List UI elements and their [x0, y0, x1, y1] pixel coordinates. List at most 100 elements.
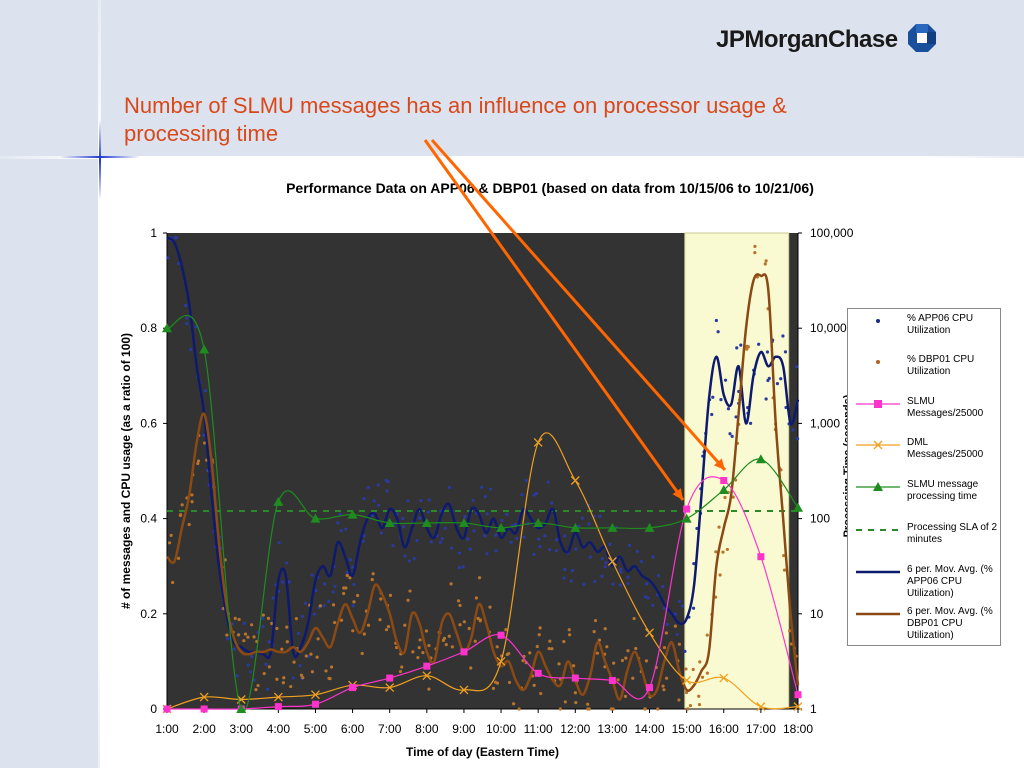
x-tick-label: 4:00: [267, 722, 291, 736]
dbp01-scatter-point: [764, 259, 768, 263]
dbp01-scatter-point: [299, 673, 304, 677]
app06-scatter-point: [384, 478, 388, 483]
dml-point: [385, 683, 395, 693]
app06-scatter-point: [726, 407, 731, 411]
app06-scatter-point: [796, 437, 800, 441]
dml-point: [719, 673, 729, 683]
app06-scatter-point: [600, 557, 604, 561]
dbp01-scatter-point: [456, 599, 461, 603]
dbp01-scatter-point: [507, 680, 512, 685]
app06-scatter-point: [603, 565, 607, 569]
x-tick-label: 11:00: [524, 722, 553, 736]
processing-time-point: [718, 484, 729, 494]
dbp01-scatter-point: [282, 676, 286, 680]
y-tick-label: 0.2: [140, 607, 157, 621]
slmu-point: [200, 705, 208, 713]
dbp01-scatter-point: [318, 604, 322, 608]
dbp01-scatter-point: [643, 707, 647, 711]
app06-scatter-point: [249, 670, 253, 674]
top-band: [0, 0, 1024, 158]
processing-time-point: [458, 517, 469, 527]
dbp01-scatter-point: [574, 701, 578, 705]
app06-scatter-point: [483, 534, 487, 538]
dbp01-scatter-point: [339, 618, 344, 622]
dbp01-scatter-point: [262, 671, 266, 676]
sla-window-highlight: [684, 232, 790, 710]
app06-scatter-point: [242, 621, 247, 626]
app06-scatter-point: [177, 261, 181, 265]
app06-scatter-point: [183, 303, 188, 308]
app06-scatter-point: [348, 558, 353, 562]
app06-scatter-point: [791, 428, 795, 432]
app06-scatter-point: [277, 541, 281, 545]
dbp01-scatter-point: [196, 461, 200, 466]
dbp01-scatter-point: [250, 623, 254, 627]
dbp01-scatter-point: [539, 691, 543, 696]
app06-scatter-point: [580, 516, 585, 520]
app06-scatter-point: [352, 582, 356, 587]
dbp01-scatter-point: [309, 652, 313, 656]
dbp01-scatter-point: [442, 636, 447, 640]
app06-scatter-point: [505, 512, 509, 516]
x-tick-label: 15:00: [672, 722, 702, 736]
dbp01-scatter-point: [745, 347, 749, 351]
y-tick-label: 0.4: [140, 512, 157, 526]
app06-scatter-point: [683, 649, 687, 653]
dbp01-scatter-point: [603, 627, 607, 631]
dml-point: [459, 685, 469, 695]
dbp01-scatter-point: [558, 707, 562, 711]
dml-point: [607, 556, 617, 566]
processing-time-point: [755, 454, 766, 464]
processing-time-point: [570, 522, 581, 532]
dml-point: [422, 671, 432, 681]
dbp01-scatter-point: [236, 633, 241, 637]
app06-scatter-point: [327, 599, 331, 603]
app06-scatter-point: [494, 549, 498, 553]
dml-point: [682, 675, 692, 685]
dbp01-scatter-point: [698, 660, 702, 664]
decor-cross-vertical: [99, 120, 101, 200]
octagon-logo-icon: [906, 22, 938, 59]
x-tick-label: 1:00: [155, 722, 179, 736]
dbp01-scatter-point: [504, 628, 508, 632]
dbp01-scatter-point: [458, 623, 462, 627]
x-tick-label: 6:00: [341, 722, 365, 736]
app06-scatter-point: [323, 582, 327, 586]
processing-time-point: [793, 502, 803, 512]
app06-scatter-point: [351, 565, 355, 569]
x-tick-label: 5:00: [304, 722, 328, 736]
app06-scatter-point: [714, 318, 718, 323]
legend-label: SLMU Messages/25000: [907, 396, 984, 419]
dbp01-scatter-point: [644, 659, 649, 663]
legend-swatch: [854, 481, 902, 493]
dbp01-scatter-point: [356, 593, 360, 598]
app06-scatter-point: [314, 588, 318, 593]
dbp01-scatter-point: [714, 550, 718, 554]
processing-time-point: [496, 522, 507, 532]
app06-scatter-point: [440, 537, 444, 541]
dbp01-scatter-point: [662, 646, 667, 650]
app06-scatter-point: [779, 377, 783, 381]
dbp01-scatter-point: [324, 669, 328, 673]
dml-point: [273, 692, 283, 702]
app06-scatter-point: [267, 640, 271, 644]
dbp01-scatter-point: [394, 645, 399, 650]
dbp01-scatter-point: [203, 441, 207, 445]
app06-scatter-point: [366, 486, 370, 490]
app06-scatter-point: [730, 434, 734, 438]
dbp01-scatter-point: [469, 666, 473, 670]
dbp01-scatter-point: [196, 459, 201, 463]
dbp01-scatter-point: [233, 616, 237, 620]
dbp01-scatter-point: [593, 618, 598, 623]
x-tick-label: 14:00: [635, 722, 665, 736]
logo-text: JPMorganChase: [716, 26, 898, 53]
dbp01-scatter-point: [447, 634, 451, 638]
legend-swatch: [854, 524, 902, 536]
dml-point: [793, 702, 803, 712]
legend-label: 6 per. Mov. Avg. (% DBP01 CPU Utilizatio…: [907, 606, 993, 641]
dbp01-scatter-point: [723, 495, 727, 500]
app06-scatter-point: [385, 489, 389, 493]
app06-scatter-point: [546, 480, 550, 484]
app06-scatter-point: [376, 503, 381, 508]
dbp01-scatter-point: [478, 619, 482, 623]
